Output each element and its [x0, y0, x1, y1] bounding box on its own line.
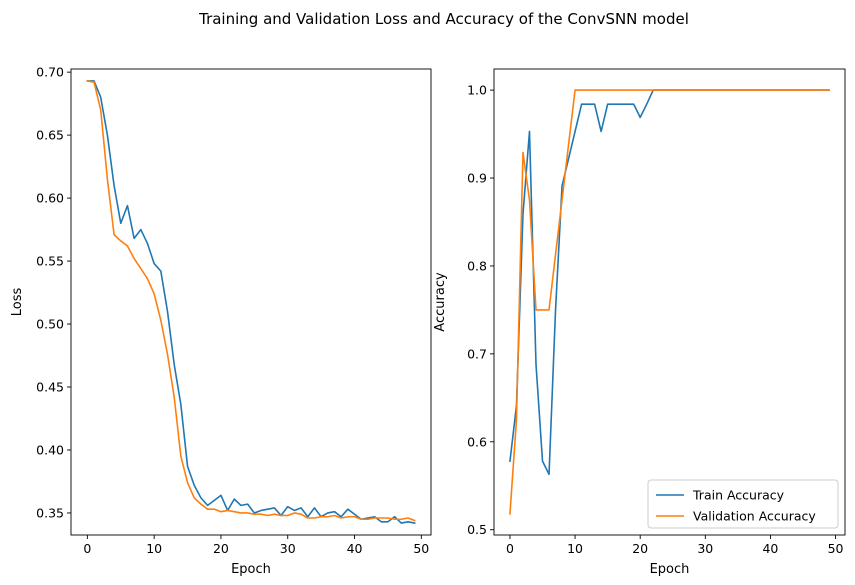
accuracy-y-tick-label: 0.8 [467, 258, 487, 273]
loss-x-tick-label: 30 [280, 541, 296, 556]
accuracy-x-tick-label: 20 [632, 541, 648, 556]
loss-x-tick-label: 20 [213, 541, 229, 556]
legend-label-train: Train Accuracy [692, 488, 785, 503]
legend-label-validation: Validation Accuracy [693, 509, 816, 524]
loss-y-tick-label: 0.70 [36, 65, 64, 80]
loss-panel: 0 10 20 30 40 50 0.35 0.40 0.45 0.50 0.55 0.60 0.65 0… [10, 65, 432, 577]
accuracy-x-tick-label: 40 [762, 541, 778, 556]
accuracy-y-tick-label: 0.7 [467, 346, 487, 361]
loss-y-tick-label: 0.60 [36, 191, 64, 206]
figure-title: Training and Validation Loss and Accurac… [198, 10, 689, 28]
loss-y-tick-label: 0.45 [36, 380, 64, 395]
accuracy-y-tick-label: 0.5 [467, 522, 487, 537]
accuracy-y-tick-label: 0.6 [467, 434, 487, 449]
loss-x-axis-label: Epoch [231, 562, 271, 577]
loss-x-tick-label: 10 [146, 541, 162, 556]
legend-box [647, 479, 839, 529]
accuracy-x-tick-label: 10 [567, 541, 583, 556]
loss-x-tick-label: 40 [347, 541, 363, 556]
loss-x-tick-label: 0 [83, 541, 91, 556]
accuracy-x-axis-label: Epoch [650, 562, 690, 577]
accuracy-y-axis-label: Accuracy [433, 272, 448, 332]
accuracy-series-line-validation [509, 89, 830, 515]
accuracy-legend: Train Accuracy Validation Accuracy [647, 479, 839, 529]
accuracy-x-tick-label: 30 [697, 541, 713, 556]
accuracy-y-tick-label: 0.9 [467, 171, 487, 186]
loss-y-tick-label: 0.40 [36, 442, 64, 457]
accuracy-y-tick-label: 1.0 [467, 83, 487, 98]
loss-x-tick-label: 50 [413, 541, 429, 556]
loss-y-tick-label: 0.35 [36, 505, 64, 520]
loss-y-axis-label: Loss [10, 288, 25, 317]
accuracy-panel: 0 10 20 30 40 50 0.5 0.6 0.7 0.8 0.9 1.0 Epoch Accura… [433, 68, 846, 577]
loss-y-tick-label: 0.65 [36, 128, 64, 143]
loss-series-line-validation [86, 80, 416, 522]
accuracy-x-tick-label: 50 [828, 541, 844, 556]
loss-y-tick-label: 0.55 [36, 254, 64, 269]
accuracy-axes-frame [493, 68, 846, 536]
loss-y-tick-label: 0.50 [36, 317, 64, 332]
accuracy-x-tick-label: 0 [506, 541, 514, 556]
loss-axes-frame [70, 68, 432, 536]
